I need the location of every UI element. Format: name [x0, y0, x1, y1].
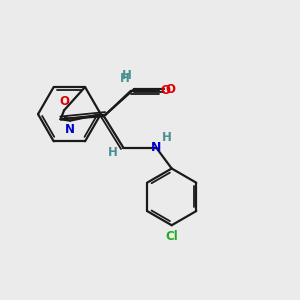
Text: O: O — [59, 95, 69, 109]
Text: N: N — [65, 123, 75, 136]
Text: H: H — [120, 72, 130, 85]
Text: Cl: Cl — [165, 230, 178, 243]
Text: O: O — [165, 83, 175, 96]
Text: H: H — [108, 146, 118, 159]
Text: N: N — [151, 141, 161, 154]
Text: O: O — [161, 84, 171, 98]
Text: H: H — [122, 69, 132, 82]
Text: H: H — [162, 130, 172, 144]
